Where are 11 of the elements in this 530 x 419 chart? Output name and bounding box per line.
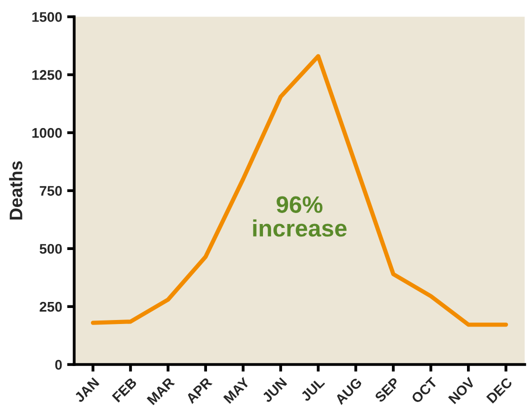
y-tick-label: 500 (40, 244, 62, 254)
y-tick-label: 1000 (32, 128, 62, 138)
y-tick-label: 250 (40, 302, 62, 312)
y-tick-label: 1250 (32, 70, 62, 80)
line-series (90, 54, 508, 327)
y-tick-label: 1500 (32, 12, 62, 22)
annotation: 96% increase (253, 196, 347, 237)
y-tick-label: 750 (40, 186, 62, 196)
y-axis-title: Deaths (9, 161, 22, 220)
y-tick-label: 0 (55, 360, 62, 370)
x-tick-label: JUL (300, 376, 326, 402)
